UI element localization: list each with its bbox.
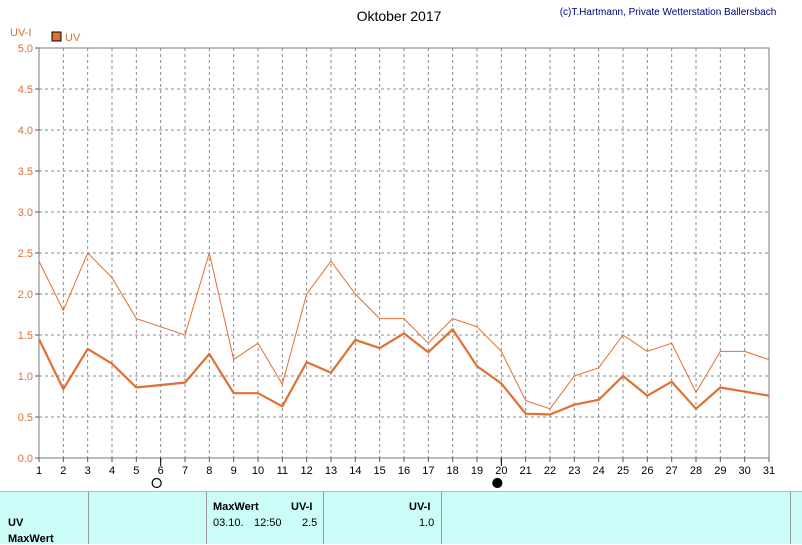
y-tick-label: 2.5 (18, 248, 33, 260)
y-tick-labels: 0.0 0.5 1.0 1.5 2.0 2.5 3.0 3.5 4.0 4.5 5.0 (18, 43, 39, 465)
x-tick-label: 5 (133, 465, 139, 477)
row-label-uv: UV (8, 517, 24, 529)
grid (39, 48, 769, 458)
x-tick-label: 13 (325, 465, 337, 477)
x-tick-label: 29 (714, 465, 726, 477)
x-tick-label: 6 (158, 465, 164, 477)
y-tick-label: 3.5 (18, 166, 33, 178)
uv-chart: Oktober 2017 (c)T.Hartmann, Private Wett… (10, 7, 777, 489)
x-tick-label: 7 (182, 465, 188, 477)
x-tick-label: 8 (206, 465, 212, 477)
x-tick-labels: 1 2 3 4 5 6 7 8 9 10 11 12 13 14 15 16 17 18 19 20 21 22 23 24 2… (36, 458, 775, 477)
max-time: 12:50 (254, 517, 282, 529)
x-tick-label: 19 (471, 465, 483, 477)
legend-label: UV (65, 32, 81, 44)
x-tick-label: 24 (593, 465, 605, 477)
y-axis-label: UV-I (10, 27, 31, 39)
y-tick-label: 3.0 (18, 207, 33, 219)
x-tick-label: 22 (544, 465, 556, 477)
x-tick-label: 30 (739, 465, 751, 477)
x-tick-label: 12 (301, 465, 313, 477)
y-tick-label: 0.0 (18, 453, 33, 465)
y-tick-label: 1.0 (18, 371, 33, 383)
table-divider (790, 492, 791, 544)
x-tick-label: 20 (495, 465, 507, 477)
x-tick-label: 3 (85, 465, 91, 477)
max-date: 03.10. (213, 517, 244, 529)
x-tick-label: 10 (252, 465, 264, 477)
x-tick-label: 15 (374, 465, 386, 477)
mean-value: 1.0 (419, 517, 435, 529)
y-tick-label: 5.0 (18, 43, 33, 55)
full-moon-icon (151, 477, 162, 489)
x-tick-label: 27 (666, 465, 678, 477)
table-divider (88, 492, 89, 544)
x-tick-label: 18 (447, 465, 459, 477)
copyright-text: (c)T.Hartmann, Private Wetterstation Bal… (560, 7, 777, 18)
y-tick-label: 1.5 (18, 330, 33, 342)
legend-swatch (51, 31, 62, 42)
x-tick-label: 23 (568, 465, 580, 477)
x-tick-label: 28 (690, 465, 702, 477)
y-tick-label: 0.5 (18, 412, 33, 424)
table-divider (323, 492, 324, 544)
chart-title: Oktober 2017 (357, 8, 442, 24)
x-tick-label: 16 (398, 465, 410, 477)
x-tick-label: 4 (109, 465, 115, 477)
max-header: MaxWert (213, 501, 259, 513)
x-tick-label: 2 (60, 465, 66, 477)
y-tick-label: 4.0 (18, 125, 33, 137)
series-lines (38, 252, 770, 416)
moon-markers (151, 458, 503, 489)
x-tick-label: 17 (422, 465, 434, 477)
series-line-uv-mean (38, 328, 770, 416)
max-value: 2.5 (302, 517, 318, 529)
table-divider (206, 492, 207, 544)
y-tick-label: 4.5 (18, 84, 33, 96)
x-tick-label: 25 (617, 465, 629, 477)
table-divider (441, 492, 442, 544)
summary-table: MaxWert UV-I UV-I UV 03.10. 12:50 2.5 1.… (0, 491, 802, 545)
x-tick-label: 21 (520, 465, 532, 477)
x-tick-label: 11 (277, 465, 288, 477)
new-moon-icon (492, 477, 503, 489)
x-tick-label: 1 (36, 465, 42, 477)
x-tick-label: 14 (349, 465, 361, 477)
y-tick-label: 2.0 (18, 289, 33, 301)
unit-header-2: UV-I (409, 501, 431, 513)
series-line-uv-max (38, 252, 770, 410)
unit-header: UV-I (291, 501, 313, 513)
row-label-maxwert: MaxWert (8, 533, 54, 545)
x-tick-label: 9 (231, 465, 237, 477)
x-tick-label: 31 (763, 465, 775, 477)
x-tick-label: 26 (641, 465, 653, 477)
